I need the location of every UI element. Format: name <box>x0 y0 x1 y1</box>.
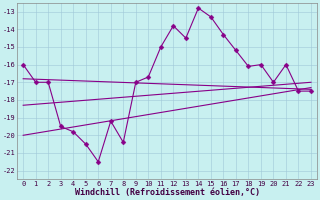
X-axis label: Windchill (Refroidissement éolien,°C): Windchill (Refroidissement éolien,°C) <box>75 188 260 197</box>
